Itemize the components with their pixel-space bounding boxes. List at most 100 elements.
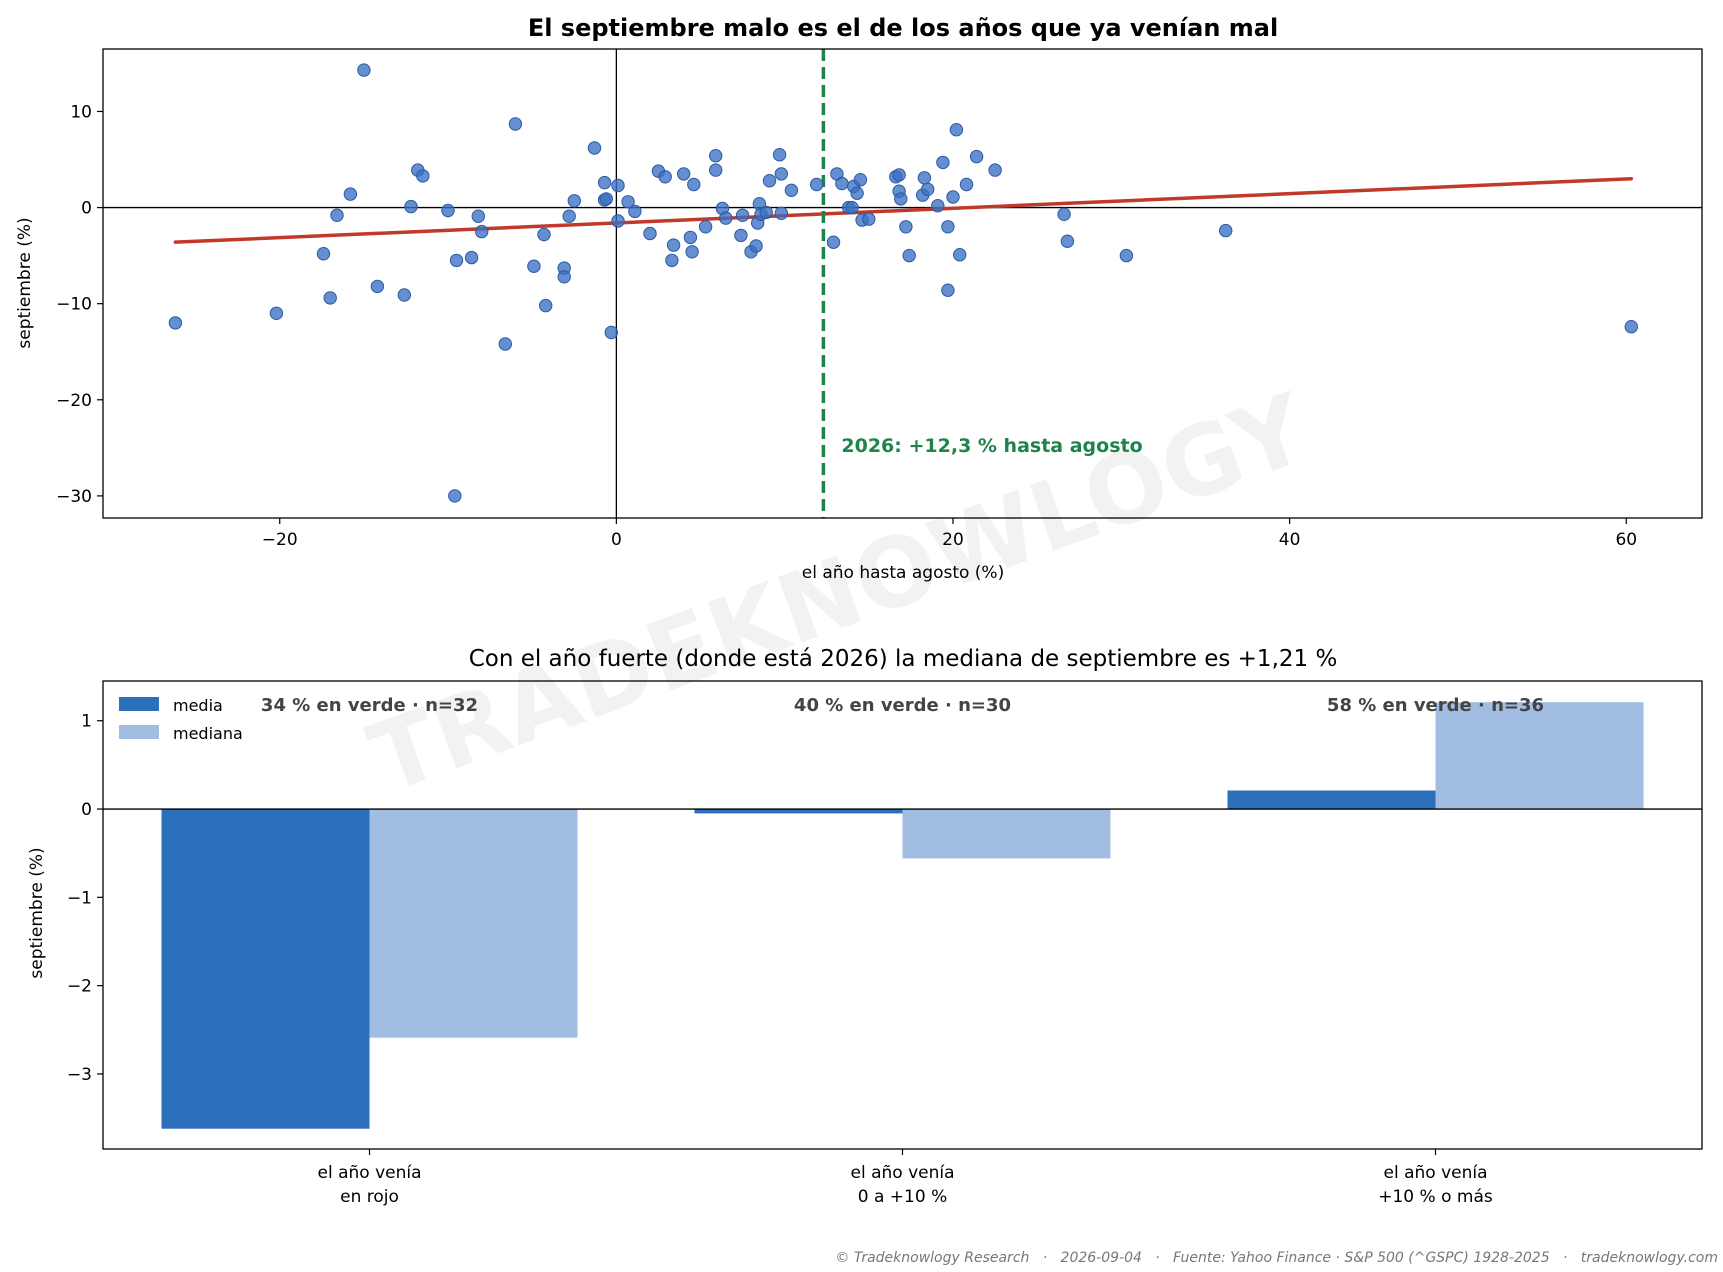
scatter-point bbox=[557, 270, 571, 284]
scatter-point bbox=[537, 227, 551, 242]
watermark: TRADEKNOWLOGY bbox=[356, 372, 1323, 815]
scatter-x-label: el año hasta agosto (%) bbox=[802, 563, 1004, 583]
footer-credits: © Tradeknowlogy Research · 2026-09-04 · … bbox=[835, 1250, 1718, 1266]
y-tick-label: −2 bbox=[67, 977, 92, 997]
scatter-point bbox=[587, 141, 602, 155]
scatter-point bbox=[527, 259, 541, 273]
y-tick-label: 10 bbox=[70, 102, 92, 122]
y-tick-label: −3 bbox=[67, 1065, 92, 1085]
scatter-point bbox=[709, 163, 723, 177]
scatter-point bbox=[936, 155, 950, 170]
bar-panel: Con el año fuerte (donde está 2026) la m… bbox=[27, 646, 1703, 1207]
scatter-point bbox=[441, 203, 455, 218]
y-tick-label: −20 bbox=[56, 391, 92, 411]
scatter-point bbox=[498, 337, 512, 351]
bar-x-ticks: el año venía en rojo el año venía 0 a +10 %… bbox=[317, 1149, 1493, 1207]
x-category-label: el año venía bbox=[1383, 1163, 1487, 1183]
scatter-point bbox=[941, 220, 955, 234]
scatter-plot-frame bbox=[102, 48, 1703, 519]
scatter-point bbox=[988, 163, 1002, 177]
scatter-point bbox=[621, 195, 635, 209]
scatter-point bbox=[845, 200, 859, 215]
x-tick-label: 40 bbox=[1279, 530, 1301, 550]
scatter-point bbox=[735, 208, 750, 223]
group-annotation: 40 % en verde · n=30 bbox=[794, 695, 1011, 716]
y-tick-label: −1 bbox=[67, 888, 92, 908]
scatter-point bbox=[894, 192, 908, 206]
bar-y-ticks: −3 −2 −1 0 1 bbox=[67, 712, 103, 1085]
legend-swatch-mediana bbox=[119, 725, 159, 739]
scatter-point bbox=[168, 316, 183, 330]
scatter-point bbox=[953, 248, 967, 262]
scatter-point bbox=[666, 238, 681, 252]
scatter-point bbox=[850, 186, 864, 200]
scatter-point bbox=[784, 183, 799, 198]
scatter-point bbox=[611, 178, 625, 193]
y-tick-label: −10 bbox=[56, 295, 92, 315]
scatter-point bbox=[709, 149, 723, 163]
scatter-x-ticks: −20 0 20 40 60 bbox=[262, 518, 1637, 550]
scatter-point bbox=[772, 148, 787, 162]
scatter-point bbox=[677, 167, 691, 181]
bar-mediana bbox=[902, 809, 1111, 859]
scatter-point bbox=[853, 173, 868, 187]
scatter-points bbox=[168, 63, 1639, 503]
scatter-point bbox=[917, 171, 932, 185]
scatter-point bbox=[719, 211, 733, 225]
scatter-point bbox=[734, 228, 748, 243]
trend-line bbox=[173, 176, 1634, 244]
scatter-y-label: septiembre (%) bbox=[15, 217, 35, 348]
scatter-point bbox=[902, 248, 916, 263]
x-category-label: el año venía bbox=[850, 1163, 954, 1183]
scatter-point bbox=[826, 235, 841, 249]
scatter-point bbox=[471, 209, 485, 223]
scatter-point bbox=[683, 230, 698, 245]
scatter-point bbox=[599, 192, 613, 206]
x-tick-label: 60 bbox=[1615, 530, 1637, 550]
scatter-point bbox=[665, 253, 679, 268]
scatter-point bbox=[774, 167, 788, 181]
scatter-point bbox=[357, 63, 371, 77]
bar-media bbox=[1227, 790, 1436, 809]
scatter-point bbox=[969, 149, 984, 164]
scatter-point bbox=[1219, 223, 1233, 238]
group-annotation: 58 % en verde · n=36 bbox=[1327, 695, 1544, 716]
scatter-point bbox=[685, 245, 699, 259]
scatter-point bbox=[759, 205, 773, 220]
bar-y-label: septiembre (%) bbox=[27, 847, 47, 978]
scatter-point bbox=[628, 204, 642, 219]
y-tick-label: 1 bbox=[81, 712, 92, 732]
bar-mediana bbox=[1435, 702, 1644, 809]
marker-label: 2026: +12,3 % hasta agosto bbox=[841, 435, 1142, 457]
scatter-y-ticks: −30 −20 −10 0 10 bbox=[56, 102, 103, 507]
scatter-point bbox=[562, 209, 576, 223]
scatter-point bbox=[810, 177, 824, 192]
scatter-point bbox=[539, 298, 553, 313]
scatter-point bbox=[269, 306, 284, 320]
scatter-point bbox=[370, 279, 385, 294]
bar-media bbox=[161, 809, 370, 1129]
scatter-title: El septiembre malo es el de los años que… bbox=[528, 14, 1278, 42]
scatter-point bbox=[687, 177, 701, 192]
scatter-point bbox=[597, 175, 612, 190]
scatter-point bbox=[343, 187, 358, 201]
scatter-point bbox=[774, 206, 788, 221]
scatter-point bbox=[946, 190, 960, 204]
x-tick-label: −20 bbox=[262, 530, 298, 550]
scatter-point bbox=[397, 288, 411, 302]
scatter-point bbox=[749, 239, 763, 253]
x-tick-label: 20 bbox=[942, 530, 964, 550]
scatter-point bbox=[949, 123, 964, 137]
scatter-point bbox=[959, 177, 974, 192]
scatter-point bbox=[323, 291, 337, 305]
bar-annotations: 34 % en verde · n=32 40 % en verde · n=30… bbox=[261, 695, 1544, 716]
y-tick-label: 0 bbox=[81, 199, 92, 219]
scatter-point bbox=[567, 194, 581, 208]
scatter-point bbox=[604, 325, 618, 340]
x-category-label: el año venía bbox=[317, 1163, 421, 1183]
scatter-point bbox=[611, 214, 625, 228]
trend-line-group bbox=[173, 176, 1634, 244]
legend-label-media: media bbox=[173, 696, 223, 715]
x-category-label: en rojo bbox=[340, 1187, 399, 1207]
scatter-point bbox=[899, 220, 913, 234]
